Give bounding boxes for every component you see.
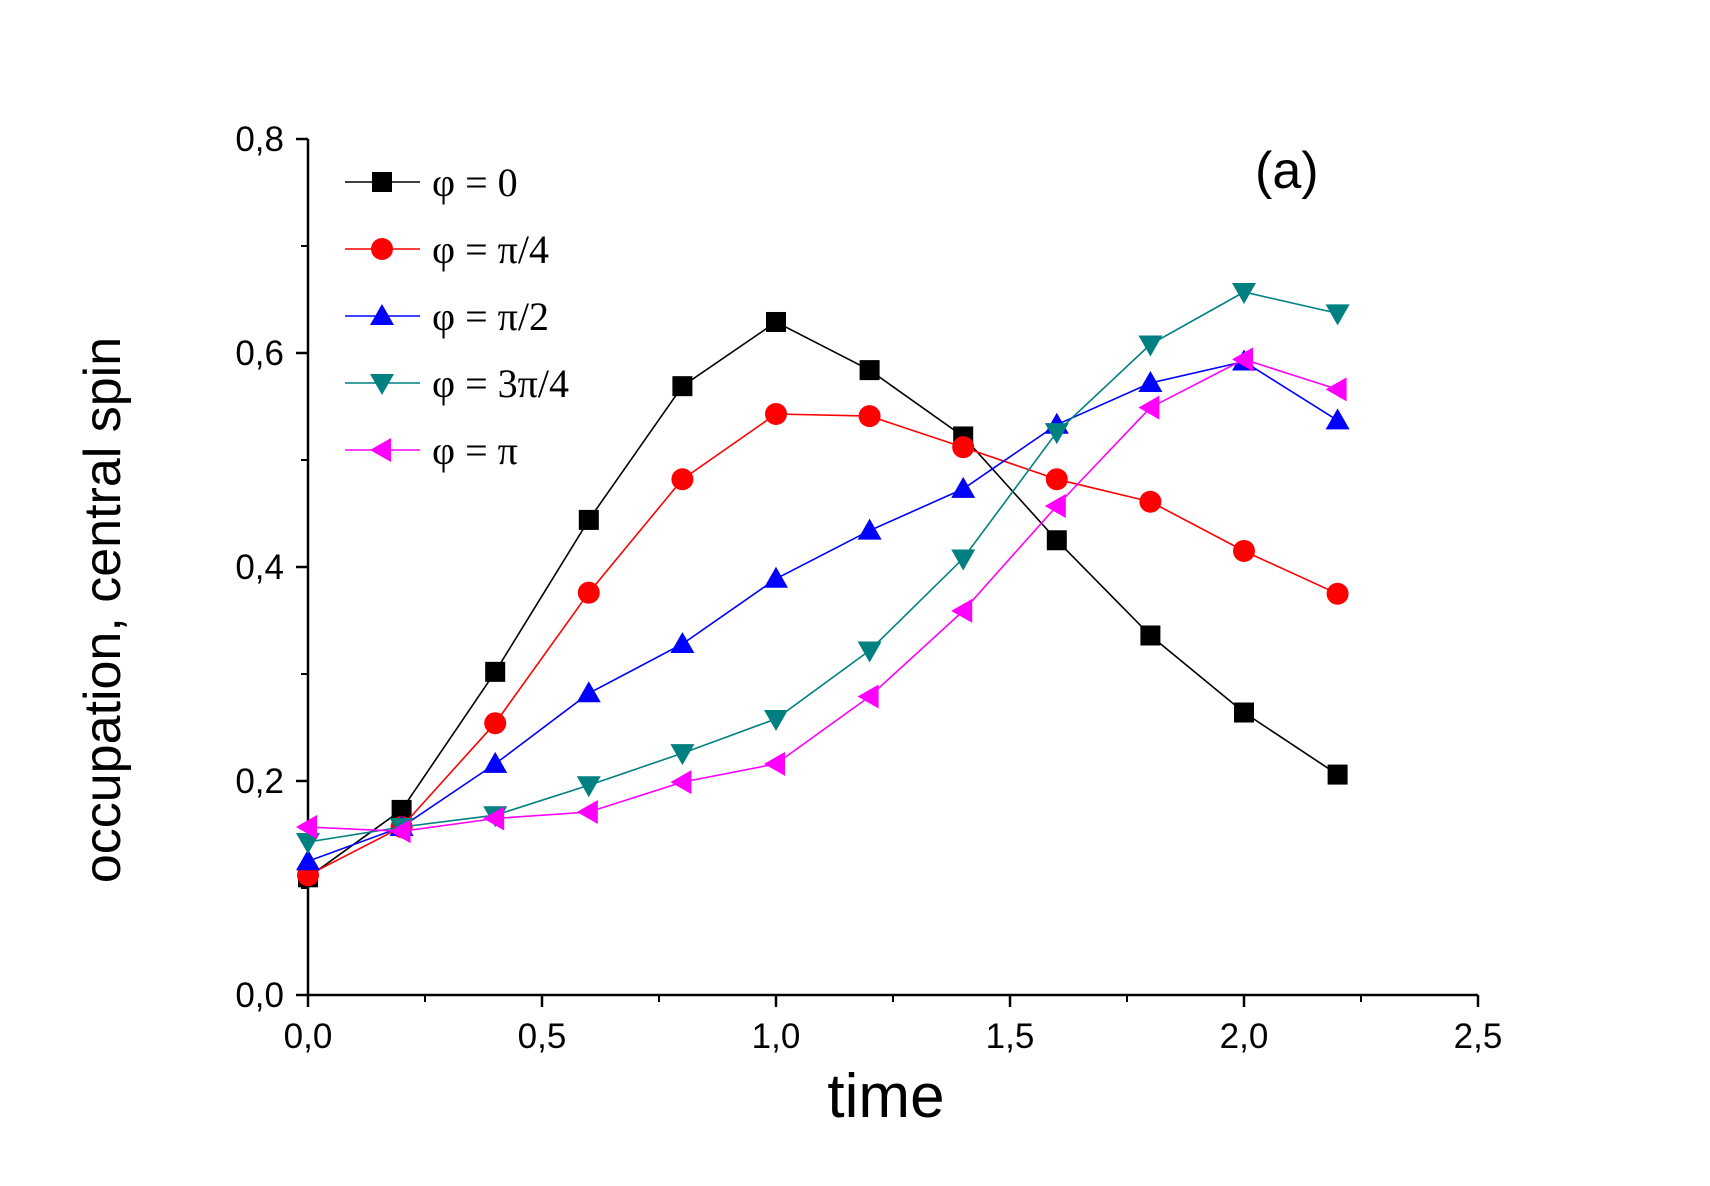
x-tick-label: 0,0 bbox=[284, 1017, 333, 1056]
data-point bbox=[1138, 370, 1163, 392]
data-point bbox=[1232, 347, 1253, 372]
data-point bbox=[857, 518, 882, 540]
legend-item: φ = 0 bbox=[345, 160, 518, 205]
legend-item: φ = π/4 bbox=[345, 227, 549, 272]
data-point bbox=[296, 832, 320, 854]
data-point bbox=[1233, 539, 1255, 562]
series-2 bbox=[296, 349, 1350, 871]
data-point bbox=[1139, 490, 1162, 513]
legend-label: φ = π/4 bbox=[432, 227, 549, 272]
data-point bbox=[1138, 395, 1160, 420]
data-point bbox=[951, 598, 973, 623]
data-point bbox=[296, 815, 317, 840]
data-point bbox=[1232, 283, 1256, 305]
series-layer bbox=[296, 283, 1350, 888]
legend-marker bbox=[372, 172, 392, 192]
legend: φ = 0 φ = π/4 φ = π/2 φ = 3π/4 φ = π bbox=[345, 160, 569, 473]
data-point bbox=[672, 376, 693, 397]
legend-label: φ = 0 bbox=[432, 160, 518, 205]
data-point bbox=[485, 661, 506, 682]
y-tick-label: 0,0 bbox=[235, 976, 284, 1015]
series-line bbox=[307, 413, 1338, 876]
data-point bbox=[1325, 304, 1350, 326]
legend-label: φ = 3π/4 bbox=[432, 361, 569, 406]
data-point bbox=[1138, 335, 1163, 357]
data-point bbox=[1234, 702, 1254, 723]
legend-label: φ = π bbox=[432, 428, 518, 473]
data-point bbox=[764, 566, 788, 588]
data-point bbox=[1325, 377, 1347, 402]
y-axis-title: occupation, central spin bbox=[74, 337, 132, 883]
y-tick-label: 0,6 bbox=[235, 334, 284, 373]
legend-label: φ = π/2 bbox=[432, 294, 549, 339]
data-point bbox=[483, 751, 508, 773]
series-line bbox=[307, 291, 1338, 843]
data-point bbox=[1046, 530, 1067, 551]
data-point bbox=[859, 360, 880, 381]
data-point bbox=[296, 849, 320, 871]
data-point bbox=[670, 770, 692, 795]
data-point bbox=[483, 806, 505, 831]
data-point bbox=[576, 776, 601, 798]
data-point bbox=[951, 476, 976, 498]
data-point bbox=[1325, 408, 1350, 430]
panel-label: (a) bbox=[1255, 142, 1319, 200]
x-tick-label: 1,5 bbox=[986, 1017, 1035, 1056]
x-tick-label: 2,5 bbox=[1454, 1017, 1503, 1056]
legend-item: φ = π bbox=[345, 428, 518, 473]
data-point bbox=[391, 799, 412, 820]
data-point bbox=[764, 709, 788, 731]
data-point bbox=[952, 436, 975, 459]
legend-marker bbox=[370, 304, 394, 325]
data-point bbox=[1044, 494, 1066, 519]
data-point bbox=[578, 509, 599, 530]
data-point bbox=[671, 468, 694, 491]
legend-marker bbox=[370, 438, 391, 462]
y-tick-label: 0,2 bbox=[235, 762, 284, 801]
data-point bbox=[765, 402, 787, 425]
series-3 bbox=[296, 283, 1350, 854]
legend-item: φ = 3π/4 bbox=[345, 361, 569, 406]
data-point bbox=[857, 641, 882, 663]
data-point bbox=[1045, 468, 1068, 491]
data-point bbox=[1044, 423, 1069, 445]
data-point bbox=[1326, 582, 1349, 605]
series-line bbox=[307, 358, 1338, 833]
legend-item: φ = π/2 bbox=[345, 294, 549, 339]
x-tick-label: 0,5 bbox=[518, 1017, 567, 1056]
series-1 bbox=[297, 402, 1349, 887]
y-tick-label: 0,4 bbox=[235, 548, 284, 587]
data-point bbox=[576, 800, 598, 825]
x-tick-label: 1,0 bbox=[752, 1017, 801, 1056]
data-point bbox=[484, 712, 507, 735]
x-tick-label: 2,0 bbox=[1220, 1017, 1269, 1056]
x-axis-title: time bbox=[827, 1062, 944, 1131]
legend-marker bbox=[371, 238, 393, 260]
series-4 bbox=[296, 347, 1347, 844]
data-point bbox=[576, 681, 601, 703]
data-point bbox=[764, 751, 785, 776]
data-point bbox=[857, 684, 879, 709]
data-point bbox=[951, 549, 976, 571]
data-point bbox=[1140, 625, 1161, 646]
data-point bbox=[766, 311, 786, 332]
data-point bbox=[1327, 764, 1348, 785]
data-point bbox=[389, 819, 411, 844]
data-point bbox=[670, 744, 695, 766]
series-line bbox=[307, 321, 1339, 878]
data-point bbox=[577, 581, 600, 604]
y-tick-label: 0,8 bbox=[235, 120, 284, 159]
axes: 0,0 0,5 1,0 1,5 2,0 2,5 0,0 0,2 0,4 0,6 0,8 bbox=[235, 120, 1502, 1056]
legend-marker bbox=[370, 374, 394, 395]
data-point bbox=[858, 405, 881, 428]
series-line bbox=[307, 360, 1339, 863]
data-point bbox=[670, 632, 695, 654]
